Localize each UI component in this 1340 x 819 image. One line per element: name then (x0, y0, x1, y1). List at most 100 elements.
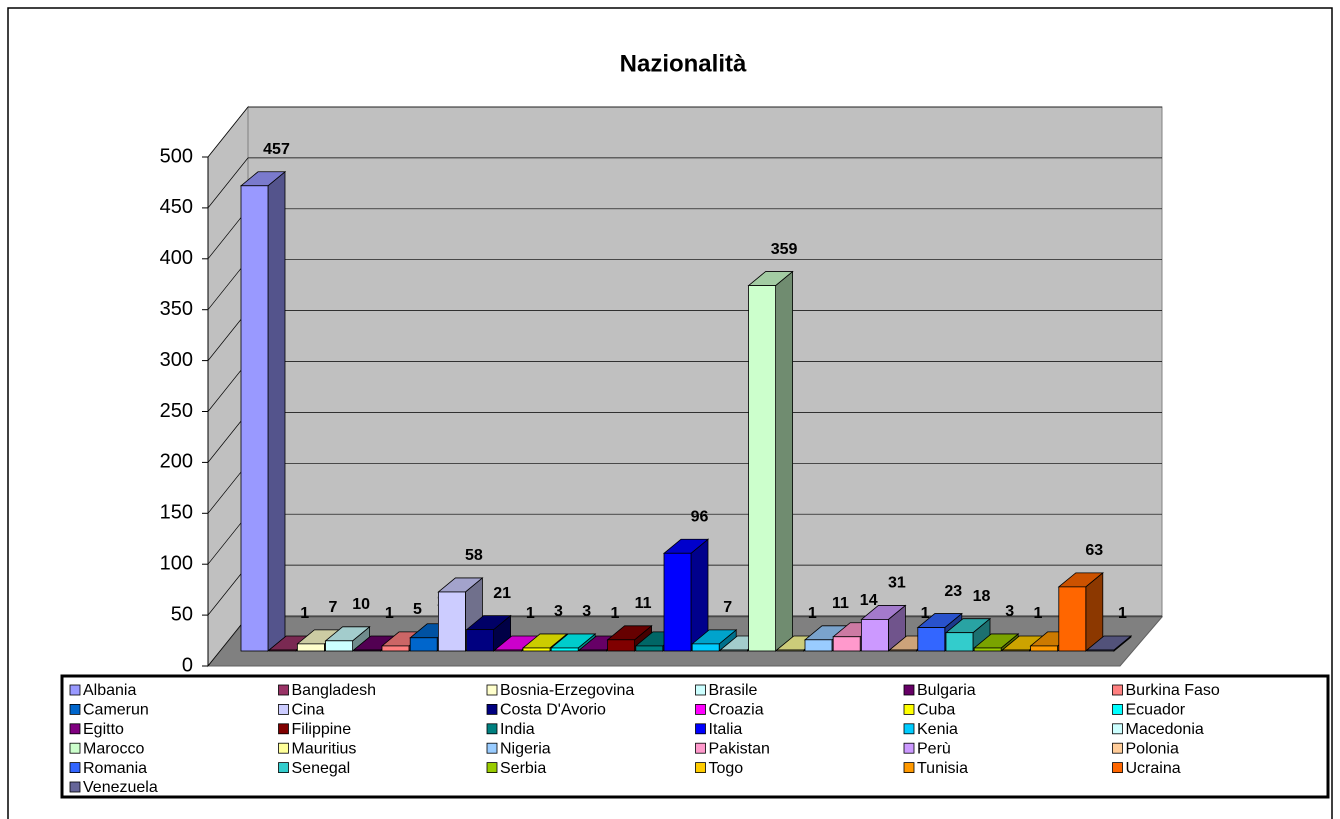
bar (240, 185, 269, 652)
legend-label: India (500, 721, 535, 738)
data-label: 1 (921, 605, 930, 622)
bar (550, 647, 579, 652)
data-label: 14 (860, 592, 878, 609)
legend-label: Nigeria (500, 740, 551, 757)
y-tick-label: 450 (160, 196, 193, 218)
legend-swatch (695, 723, 706, 735)
legend-label: Cina (292, 702, 325, 719)
data-label: 1 (1118, 605, 1127, 622)
legend-swatch (69, 684, 81, 696)
bar (579, 649, 607, 652)
legend-label: Perù (917, 740, 951, 757)
bar (861, 619, 889, 652)
legend-label: Bulgaria (917, 682, 976, 699)
legend-swatch (1112, 704, 1123, 715)
bar (522, 647, 551, 652)
grid-line (207, 106, 249, 158)
data-label: 1 (526, 605, 535, 622)
legend-label: Croazia (709, 702, 764, 719)
data-label: 11 (635, 595, 652, 612)
bar (945, 632, 974, 652)
data-label: 11 (832, 595, 849, 612)
bar (1058, 586, 1087, 652)
legend-label: Italia (709, 721, 743, 738)
legend-swatch (278, 723, 289, 735)
bar (1086, 649, 1115, 652)
legend-label: Bangladesh (292, 682, 377, 699)
y-tick-label: 100 (160, 552, 193, 574)
legend-swatch (1112, 684, 1123, 696)
data-label: 3 (554, 603, 563, 620)
y-tick-label: 300 (160, 349, 193, 371)
legend-swatch (903, 723, 915, 735)
bar (353, 649, 382, 652)
bar (776, 649, 805, 652)
legend-swatch (278, 684, 289, 696)
bar (720, 649, 748, 652)
legend-label: Cuba (917, 702, 955, 719)
legend-label: Mauritius (292, 740, 357, 757)
y-tick-label: 0 (182, 654, 193, 676)
legend-swatch (69, 762, 81, 773)
bar (296, 643, 325, 652)
data-label: 5 (413, 601, 422, 618)
data-label: 1 (1033, 605, 1042, 622)
legend-label: Camerun (83, 702, 149, 719)
legend-label: Serbia (500, 760, 546, 777)
bar (663, 552, 692, 652)
y-tick-label: 150 (160, 502, 193, 524)
bar (917, 627, 946, 652)
legend-swatch (278, 762, 289, 773)
legend-label: Senegal (292, 760, 351, 777)
legend-swatch (278, 742, 289, 754)
data-label: 1 (808, 605, 817, 622)
legend-swatch (903, 704, 915, 715)
legend-swatch (903, 762, 915, 773)
legend-label: Pakistan (709, 740, 770, 757)
legend-swatch (903, 742, 915, 754)
data-label: 63 (1085, 542, 1103, 559)
bar (381, 645, 410, 652)
legend-swatch (695, 704, 706, 715)
legend-swatch (486, 704, 498, 715)
data-label: 21 (493, 585, 511, 602)
legend-label: Albania (83, 682, 136, 699)
data-label: 3 (1005, 603, 1014, 620)
data-label: 10 (352, 596, 370, 613)
legend-label: Venezuela (83, 779, 158, 796)
bar (804, 639, 833, 652)
legend-swatch (1112, 742, 1123, 754)
legend-swatch (69, 742, 81, 754)
bar (268, 649, 297, 652)
legend-box (60, 674, 1330, 799)
legend-label: Costa D'Avorio (500, 702, 606, 719)
y-tick-label: 250 (160, 400, 193, 422)
bar (635, 645, 664, 652)
legend-label: Romania (83, 760, 147, 777)
bar (748, 285, 776, 652)
y-tick-label: 350 (160, 298, 193, 320)
legend-swatch (486, 762, 498, 773)
bar (607, 639, 635, 652)
bar (832, 636, 861, 652)
legend-label: Macedonia (1126, 721, 1204, 738)
legend-swatch (695, 762, 706, 773)
data-label: 7 (723, 599, 732, 616)
bar (437, 591, 466, 652)
legend-swatch (278, 704, 289, 715)
bar (466, 629, 495, 652)
data-label: 58 (465, 547, 483, 564)
legend-label: Togo (709, 760, 744, 777)
data-label: 7 (328, 599, 337, 616)
bar-side (267, 170, 286, 652)
legend-swatch (1112, 723, 1123, 735)
legend-label: Burkina Faso (1126, 682, 1220, 699)
data-label: 31 (888, 575, 906, 592)
bar (1030, 645, 1058, 652)
y-tick-label: 50 (171, 603, 193, 625)
legend-swatch (486, 723, 498, 735)
data-label: 457 (263, 141, 290, 158)
legend-label: Ucraina (1126, 760, 1181, 777)
legend-label: Bosnia-Erzegovina (500, 682, 634, 699)
bar (973, 647, 1002, 652)
